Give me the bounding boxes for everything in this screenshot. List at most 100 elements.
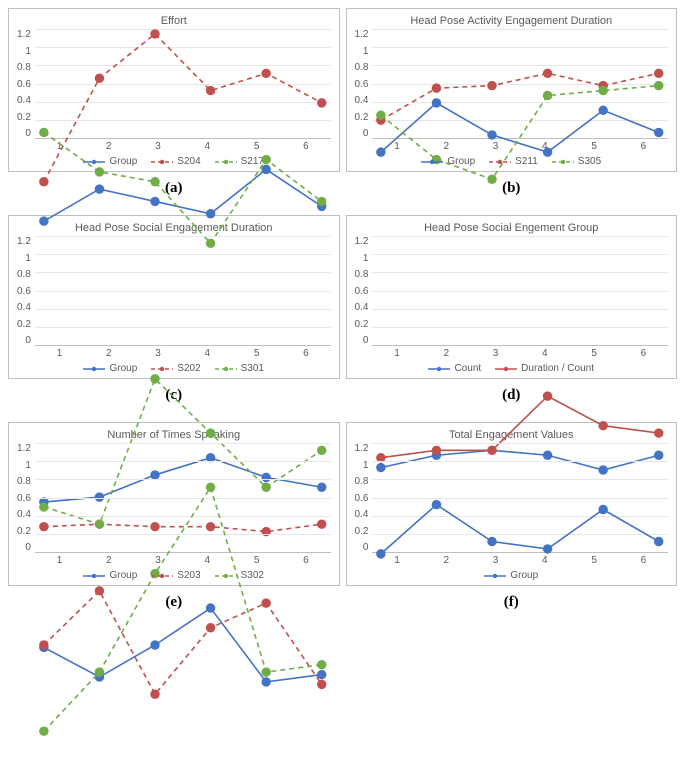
series-marker [95, 167, 104, 176]
series-marker [150, 197, 159, 206]
plot-area [372, 29, 668, 139]
series-marker [95, 184, 104, 193]
series-marker [488, 537, 497, 546]
series-marker [543, 69, 552, 78]
chart-grid: Effort1.210.80.60.40.20123456GroupS204S2… [0, 0, 685, 633]
series-marker [599, 421, 608, 430]
series-marker [206, 483, 215, 492]
series-marker [654, 69, 663, 78]
series-marker [39, 177, 48, 186]
series-marker [488, 81, 497, 90]
series-marker [654, 537, 663, 546]
series-marker [150, 690, 159, 699]
series-marker [39, 128, 48, 137]
series-marker [261, 69, 270, 78]
series-marker [599, 505, 608, 514]
series-marker [377, 549, 386, 558]
legend-swatch-icon [421, 157, 443, 167]
series-marker [39, 640, 48, 649]
legend-swatch-icon [83, 364, 105, 374]
series-marker [206, 623, 215, 632]
legend-swatch-icon [215, 571, 237, 581]
series-marker [39, 726, 48, 735]
series-line-2 [44, 487, 322, 731]
series-marker [654, 128, 663, 137]
series-marker [599, 86, 608, 95]
series-line-0 [381, 505, 659, 554]
legend-swatch-icon [495, 364, 517, 374]
chart-panel-c: Head Pose Social Engagement Duration1.21… [8, 215, 340, 379]
legend-swatch-icon [428, 364, 450, 374]
chart-panel-b: Head Pose Activity Engagement Duration1.… [346, 8, 678, 172]
chart-cell-c: Head Pose Social Engagement Duration1.21… [8, 215, 340, 418]
legend-swatch-icon [151, 364, 173, 374]
series-marker [206, 603, 215, 612]
series-marker [488, 175, 497, 184]
chart-cell-f: Total Engagement Values1.210.80.60.40.20… [346, 422, 678, 625]
series-marker [488, 130, 497, 139]
chart-cell-b: Head Pose Activity Engagement Duration1.… [346, 8, 678, 211]
chart-panel-f: Total Engagement Values1.210.80.60.40.20… [346, 422, 678, 586]
legend-swatch-icon [83, 571, 105, 581]
legend-swatch-icon [215, 364, 237, 374]
series-marker [543, 147, 552, 156]
series-marker [206, 209, 215, 218]
series-marker [432, 500, 441, 509]
series-marker [150, 640, 159, 649]
series-marker [150, 29, 159, 38]
chart-panel-d: Head Pose Social Engement Group1.210.80.… [346, 215, 678, 379]
series-line-0 [44, 608, 322, 682]
y-axis-labels: 1.210.80.60.40.20 [355, 236, 373, 346]
series-marker [599, 106, 608, 115]
series-marker [206, 428, 215, 437]
plot-area [372, 443, 668, 553]
series-marker [39, 216, 48, 225]
legend-swatch-icon [484, 571, 506, 581]
series-line-1 [44, 591, 322, 694]
series-marker [317, 98, 326, 107]
series-marker [654, 428, 663, 437]
series-line-0 [381, 103, 659, 152]
series-marker [261, 165, 270, 174]
series-marker [543, 91, 552, 100]
series-marker [95, 667, 104, 676]
chart-panel-e: Number of Times Speaking1.210.80.60.40.2… [8, 422, 340, 586]
series-marker [150, 374, 159, 383]
legend-swatch-icon [151, 571, 173, 581]
legend-swatch-icon [215, 157, 237, 167]
chart-title: Head Pose Activity Engagement Duration [355, 15, 669, 27]
y-axis-labels: 1.210.80.60.40.20 [17, 29, 35, 139]
y-axis-labels: 1.210.80.60.40.20 [355, 443, 373, 553]
plot-area [35, 443, 331, 553]
series-marker [317, 670, 326, 679]
chart-cell-e: Number of Times Speaking1.210.80.60.40.2… [8, 422, 340, 625]
series-line-1 [381, 73, 659, 120]
legend-swatch-icon [489, 157, 511, 167]
series-marker [261, 667, 270, 676]
series-line-2 [44, 132, 322, 243]
series-marker [150, 177, 159, 186]
legend-swatch-icon [83, 157, 105, 167]
y-axis-labels: 1.210.80.60.40.20 [17, 443, 35, 553]
series-marker [317, 197, 326, 206]
series-marker [261, 598, 270, 607]
chart-cell-d: Head Pose Social Engement Group1.210.80.… [346, 215, 678, 418]
y-axis-labels: 1.210.80.60.40.20 [17, 236, 35, 346]
legend-swatch-icon [151, 157, 173, 167]
series-marker [317, 680, 326, 689]
chart-cell-a: Effort1.210.80.60.40.20123456GroupS204S2… [8, 8, 340, 211]
series-marker [317, 660, 326, 669]
legend-swatch-icon [552, 157, 574, 167]
series-marker [543, 544, 552, 553]
series-marker [543, 391, 552, 400]
plot-area [35, 236, 331, 346]
chart-title: Effort [17, 15, 331, 27]
series-marker [261, 155, 270, 164]
series-marker [377, 147, 386, 156]
series-marker [95, 586, 104, 595]
series-marker [261, 677, 270, 686]
series-marker [432, 98, 441, 107]
series-marker [95, 74, 104, 83]
series-marker [654, 81, 663, 90]
plot-area [372, 236, 668, 346]
